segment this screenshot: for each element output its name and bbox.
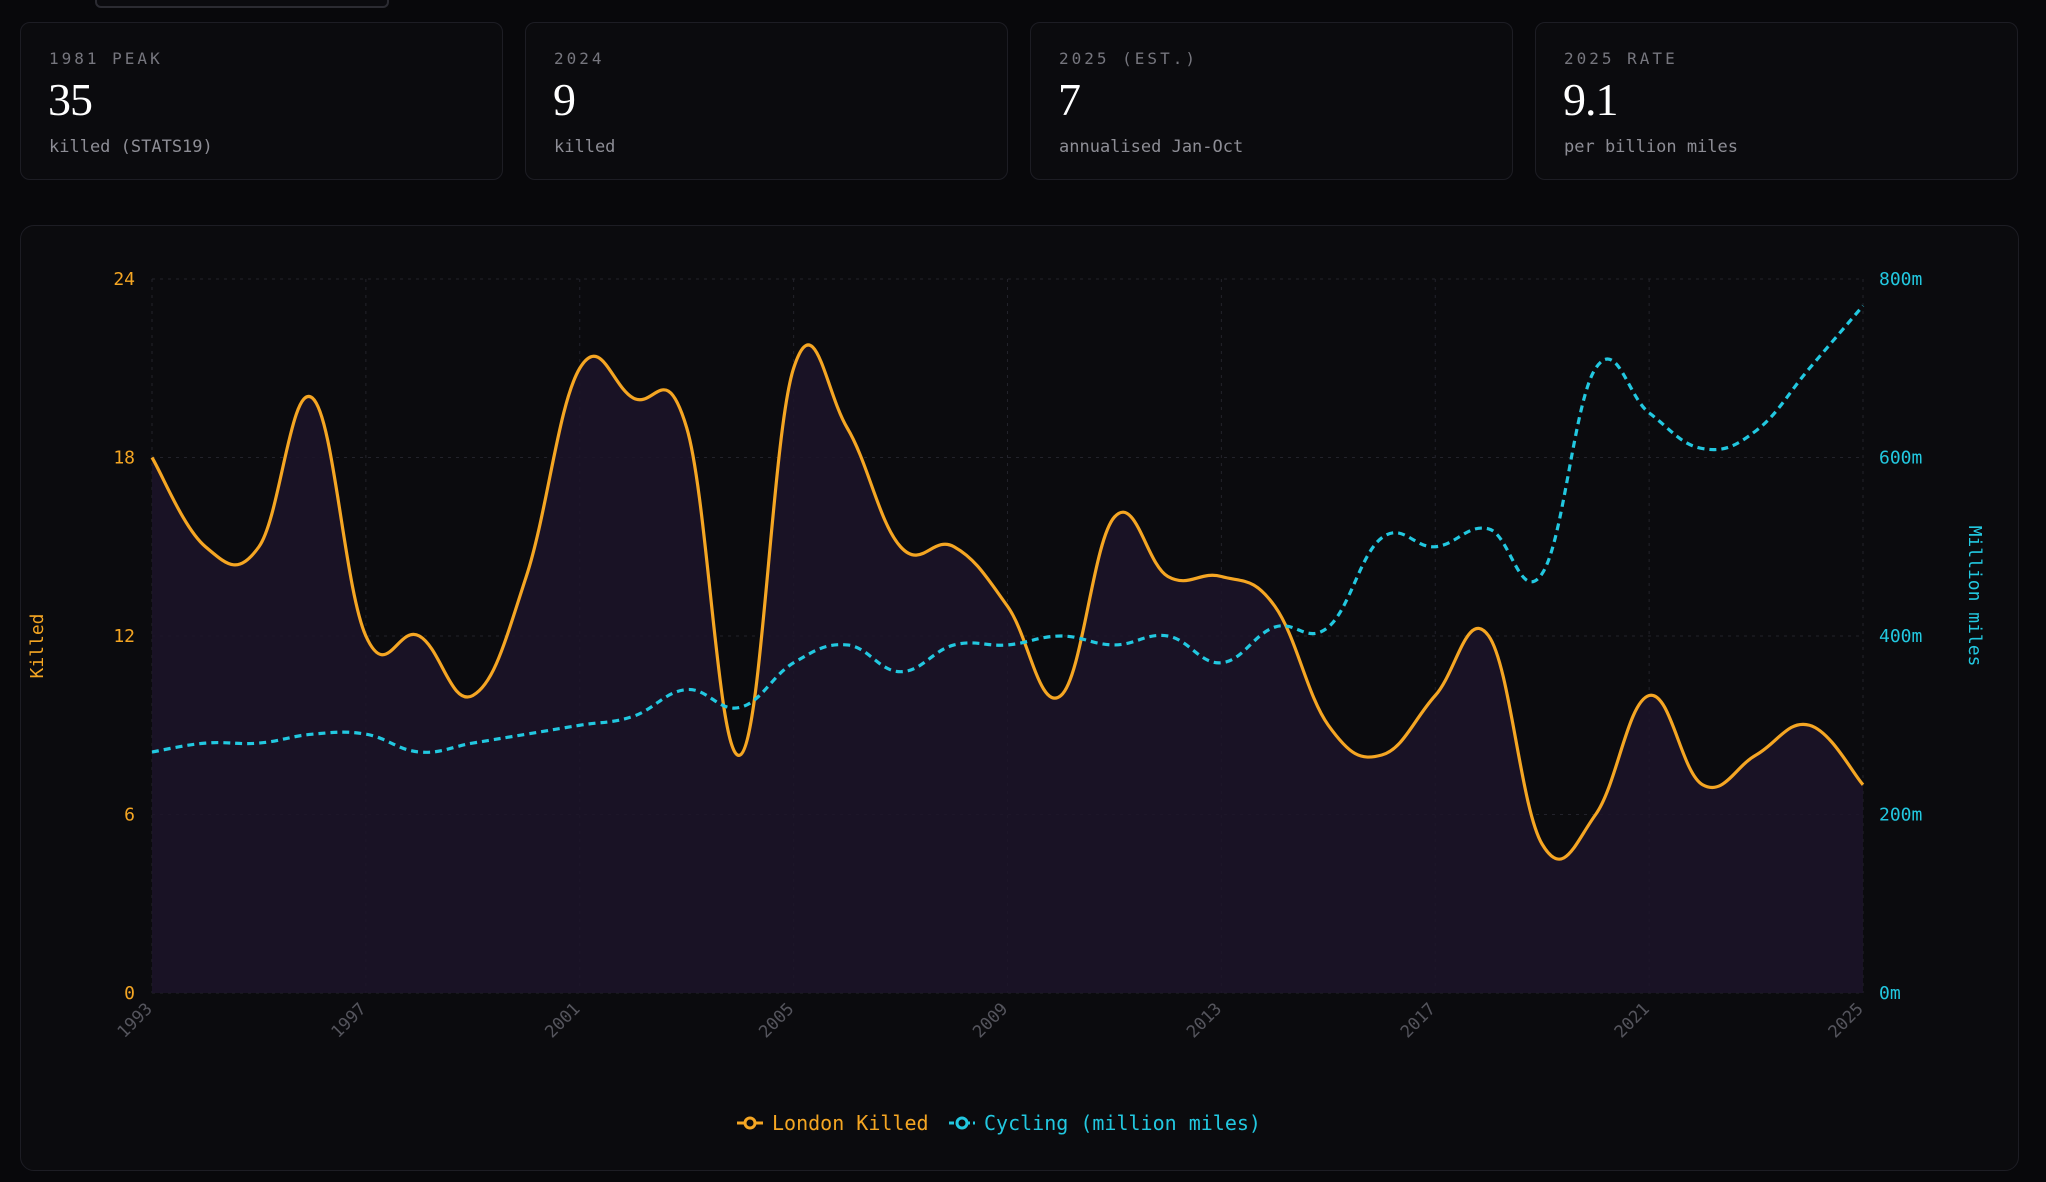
y-tick-label-right: 0m [1879,983,1901,1004]
stat-card-2024: 2024 9 killed [525,22,1008,180]
stat-card-sub: killed [554,137,616,157]
legend-label-cycling: Cycling (million miles) [984,1111,1261,1135]
stat-card-value: 9 [553,74,576,125]
series-line-london-killed [150,343,1865,861]
y-tick-label-left: 24 [113,269,135,290]
y-tick-label-left: 6 [124,805,135,826]
stat-card-label: 2025 RATE [1564,49,1678,68]
top-tab-edge [95,0,389,8]
stat-card-peak: 1981 PEAK 35 killed (STATS19) [20,22,503,180]
x-tick-label: 2009 [969,999,1012,1042]
stat-card-2025-rate: 2025 RATE 9.1 per billion miles [1535,22,2018,180]
y-tick-label-right: 400m [1879,626,1922,647]
x-tick-label: 1997 [327,999,370,1042]
stat-card-value: 35 [48,74,93,125]
y-tick-label-left: 12 [113,626,135,647]
x-tick-label: 2001 [541,999,584,1042]
stat-card-2025-est: 2025 (EST.) 7 annualised Jan-Oct [1030,22,1513,180]
stat-card-label: 1981 PEAK [49,49,163,68]
chart-panel: 0 6 12 18 24 0m 200m 400m 600m 800m 1993 1997 2001 20… [20,225,2019,1171]
stat-card-value: 7 [1058,74,1081,125]
stat-card-label: 2024 [554,49,605,68]
y-tick-label-right: 800m [1879,269,1922,290]
y-axis-label-right: Million miles [1964,526,1985,667]
y-axis-label-left: Killed [27,613,48,678]
stat-card-value: 9.1 [1563,74,1618,125]
stat-card-sub: annualised Jan-Oct [1059,137,1244,157]
stat-card-sub: killed (STATS19) [49,137,213,157]
x-tick-label: 2005 [755,999,798,1042]
legend-marker-cycling [955,1116,969,1130]
series-line-cycling [151,304,1865,754]
legend-marker-london-killed [743,1116,757,1130]
stat-card-label: 2025 (EST.) [1059,49,1198,68]
x-tick-label: 2017 [1397,999,1440,1042]
y-tick-label-right: 600m [1879,448,1922,469]
stat-card-sub: per billion miles [1564,137,1738,157]
killed-area [152,344,1863,993]
y-tick-label-right: 200m [1879,805,1922,826]
dual-axis-line-chart: 0 6 12 18 24 0m 200m 400m 600m 800m 1993 1997 2001 20… [27,269,1985,1135]
y-tick-label-left: 0 [124,983,135,1004]
stat-cards: 1981 PEAK 35 killed (STATS19) 2024 9 kil… [20,22,2020,182]
x-tick-label: 2021 [1611,999,1654,1042]
y-tick-label-left: 18 [113,448,135,469]
x-tick-label: 1993 [114,999,157,1042]
x-tick-label: 2013 [1183,999,1226,1042]
x-tick-label: 2025 [1825,999,1868,1042]
legend-label-london-killed: London Killed [772,1111,929,1135]
